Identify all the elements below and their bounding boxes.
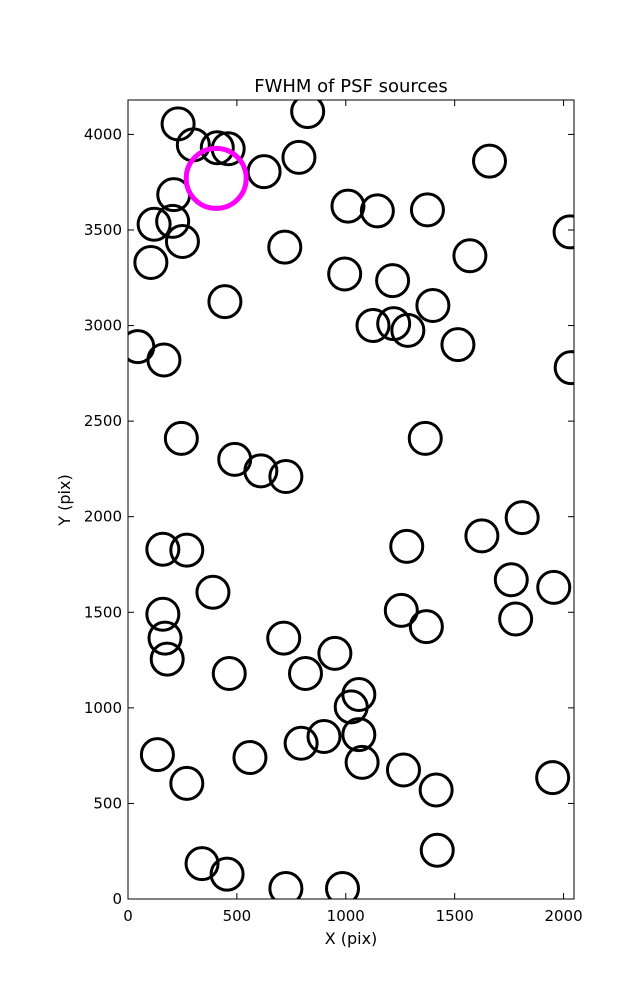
source-marker	[169, 765, 205, 801]
y-axis-ticks: 0 500 1000 1500 2000 2500 3000 3500 4000	[84, 125, 574, 908]
source-marker	[359, 193, 395, 229]
source-marker	[325, 870, 361, 899]
source-marker	[169, 532, 205, 568]
source-marker	[389, 528, 425, 564]
source-marker	[306, 719, 342, 755]
source-marker	[535, 760, 571, 796]
y-axis-label: Y (pix)	[55, 474, 74, 526]
source-marker	[383, 592, 419, 628]
source-marker	[133, 244, 169, 280]
source-marker	[136, 206, 172, 242]
source-marker	[268, 459, 304, 495]
source-marker	[163, 420, 199, 456]
source-marker	[145, 596, 181, 632]
source-marker	[355, 308, 391, 344]
source-marker	[147, 620, 183, 656]
source-marker	[452, 238, 488, 274]
source-marker	[164, 223, 200, 259]
y-tick-label: 1000	[84, 699, 122, 717]
y-tick-label: 500	[93, 794, 122, 812]
source-marker	[246, 154, 282, 190]
source-marker	[498, 601, 534, 637]
source-marker	[139, 737, 175, 773]
source-marker	[283, 725, 319, 761]
source-marker	[472, 143, 508, 179]
source-marker	[155, 203, 191, 239]
y-tick-label: 3000	[84, 317, 122, 335]
y-tick-label: 0	[112, 890, 122, 908]
source-marker	[553, 350, 574, 386]
source-marker	[317, 635, 353, 671]
source-marker	[385, 752, 421, 788]
source-marker	[409, 192, 445, 228]
source-marker	[390, 312, 426, 348]
source-marker	[344, 744, 380, 780]
source-marker	[195, 574, 231, 610]
chart-title: FWHM of PSF sources	[254, 76, 448, 97]
source-marker	[287, 655, 323, 691]
source-marker	[243, 453, 279, 489]
source-marker	[327, 256, 363, 292]
source-marker	[464, 518, 500, 554]
source-marker	[493, 562, 529, 598]
source-marker	[552, 214, 574, 250]
y-tick-label: 2000	[84, 508, 122, 526]
source-marker	[418, 772, 454, 808]
source-marker	[330, 188, 366, 224]
y-tick-label: 3500	[84, 221, 122, 239]
source-marker	[207, 284, 243, 320]
source-marker	[504, 500, 540, 536]
source-marker	[407, 420, 443, 456]
source-marker	[281, 139, 317, 175]
source-marker	[145, 531, 181, 567]
source-marker	[184, 846, 220, 882]
x-axis-label: X (pix)	[325, 929, 378, 948]
x-tick-label: 500	[223, 907, 252, 925]
x-tick-label: 1500	[436, 907, 474, 925]
source-marker	[267, 229, 303, 265]
source-marker	[290, 100, 326, 129]
source-marker	[268, 870, 304, 899]
y-tick-label: 4000	[84, 125, 122, 143]
source-marker	[419, 832, 455, 868]
source-marker	[408, 609, 444, 645]
source-marker	[266, 620, 302, 656]
x-tick-label: 0	[123, 907, 133, 925]
source-marker	[211, 655, 247, 691]
source-marker	[341, 717, 377, 753]
y-tick-label: 1500	[84, 603, 122, 621]
x-axis-ticks: 0 500 1000 1500 2000	[123, 100, 583, 925]
source-marker	[415, 287, 451, 323]
source-marker	[149, 641, 185, 677]
source-marker	[209, 856, 245, 892]
plot-area-frame	[127, 99, 575, 900]
psf-source-markers	[128, 100, 574, 899]
x-tick-label: 2000	[544, 907, 582, 925]
source-marker	[375, 263, 411, 299]
source-marker	[199, 130, 235, 166]
y-tick-label: 2500	[84, 412, 122, 430]
source-marker	[333, 689, 369, 725]
highlighted-source-marker	[183, 145, 249, 211]
source-marker	[232, 740, 268, 776]
source-marker	[146, 342, 182, 378]
source-marker	[536, 569, 572, 605]
source-marker	[440, 327, 476, 363]
x-tick-label: 1000	[327, 907, 365, 925]
